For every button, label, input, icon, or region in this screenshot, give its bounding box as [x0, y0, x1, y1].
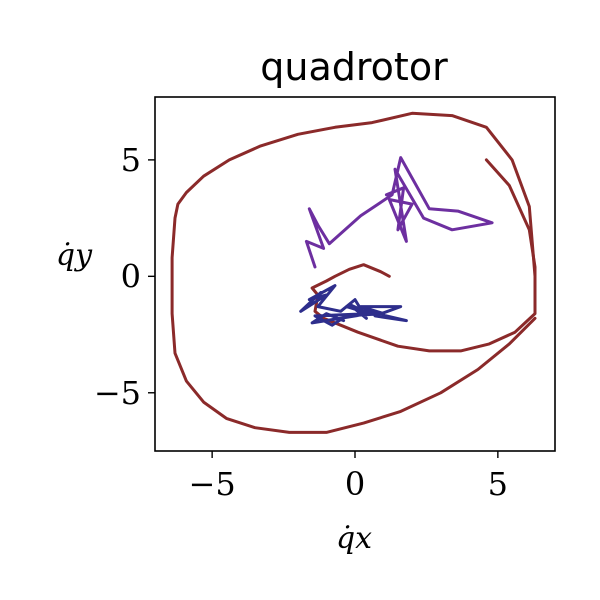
series-line-3 [299, 284, 408, 327]
x-tick-label: 5 [488, 465, 508, 503]
series-line-1 [310, 158, 537, 353]
axis-ticks: −5 0 5 −5 0 5 [94, 141, 508, 503]
y-axis-label: q̇y [56, 238, 93, 273]
plot-frame [154, 96, 556, 452]
plot-area [170, 111, 537, 434]
y-tick-label: 0 [121, 257, 141, 295]
x-tick-label: 0 [345, 465, 365, 503]
y-tick-label: 5 [121, 141, 141, 179]
y-tick-label: −5 [94, 374, 141, 412]
x-axis-label: q̇x [336, 521, 372, 556]
series-line-4 [304, 156, 494, 269]
series-line-2 [170, 111, 537, 434]
x-tick-label: −5 [189, 465, 236, 503]
chart-title: quadrotor [260, 45, 448, 89]
